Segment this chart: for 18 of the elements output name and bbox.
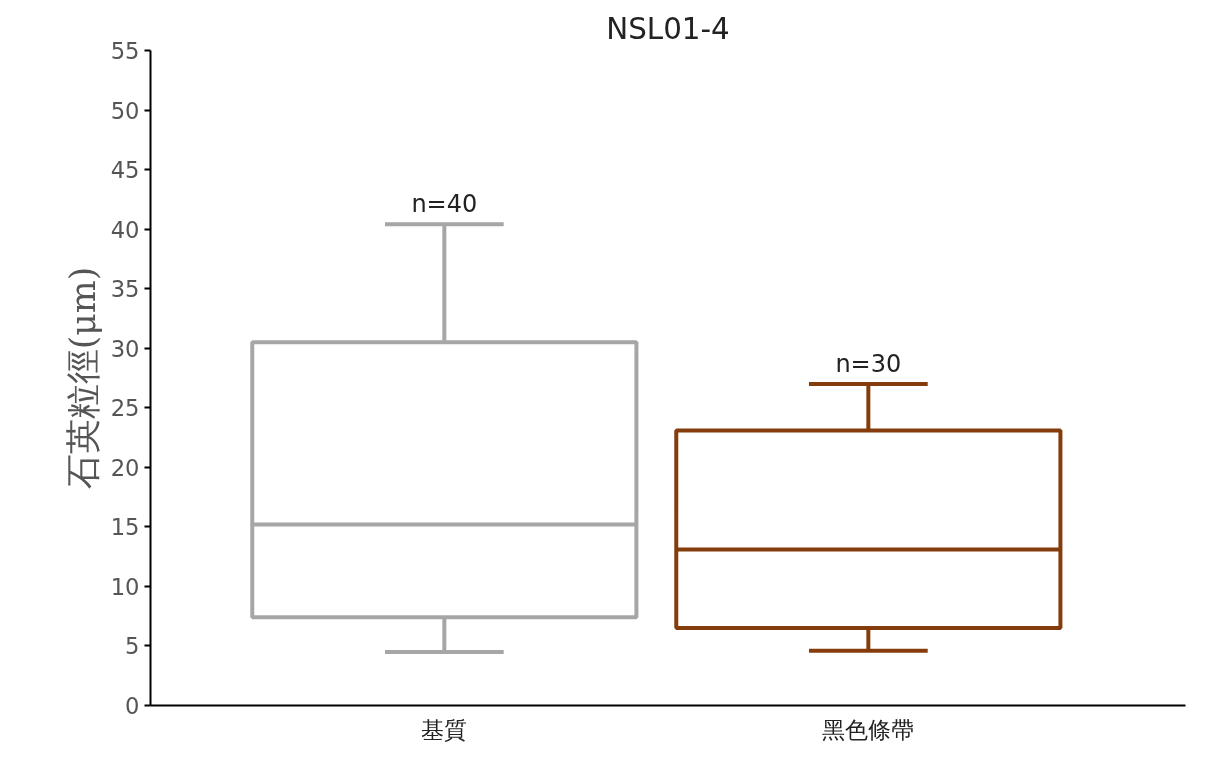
y-tick-label: 0	[125, 693, 140, 719]
annotation: n=30	[835, 349, 902, 378]
annotation: n=40	[411, 190, 478, 219]
y-tick-label: 50	[110, 97, 140, 124]
y-tick-label: 55	[110, 38, 140, 64]
y-tick-label: 5	[125, 633, 140, 660]
y-axis-title: 石英粒徑(μm)	[62, 266, 103, 490]
y-tick-label: 10	[110, 573, 140, 600]
x-tick-label: 黑色條帶	[822, 716, 915, 743]
x-tick-label: 基質	[421, 716, 468, 743]
y-tick-label: 40	[110, 216, 140, 243]
y-tick-label: 15	[110, 514, 140, 541]
y-tick-label: 20	[110, 454, 140, 481]
y-tick-label: 25	[110, 395, 140, 422]
y-tick-label: 35	[110, 276, 140, 303]
chart-title: NSL01-4	[606, 11, 730, 46]
y-tick-label: 45	[110, 157, 140, 184]
y-tick-label: 30	[110, 335, 140, 362]
